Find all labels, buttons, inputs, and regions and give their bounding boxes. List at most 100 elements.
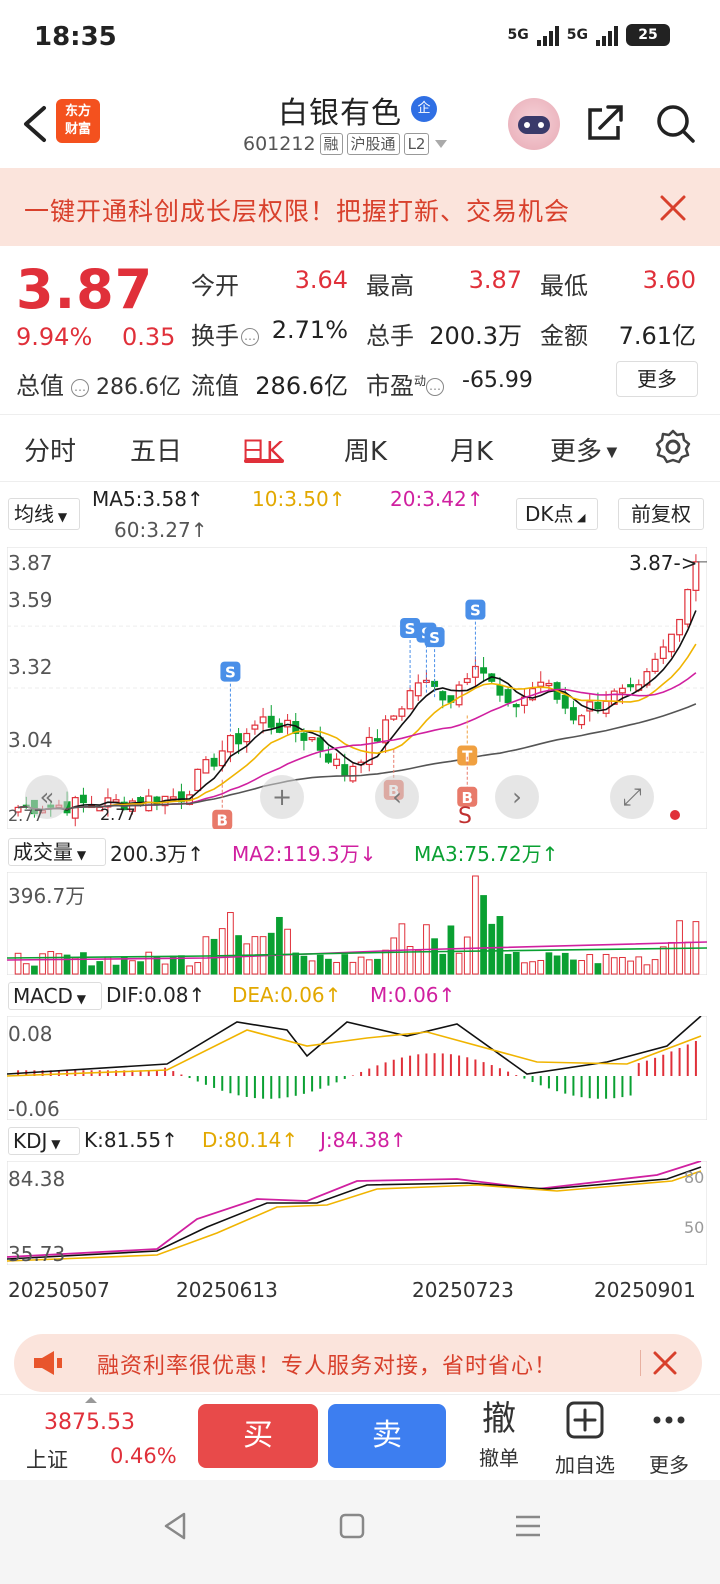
info-icon[interactable]: … (426, 378, 445, 396)
volume-bar (300, 955, 308, 975)
volume-bar (447, 925, 455, 975)
volume-ma3-line (7, 947, 707, 959)
more-quote-button[interactable]: 更多 (616, 361, 698, 397)
turnover-label: 换手… (191, 316, 259, 351)
candle (169, 796, 177, 800)
signal-marker (220, 661, 241, 682)
assistant-avatar[interactable] (508, 98, 560, 150)
close-icon[interactable] (652, 1350, 678, 1376)
stock-code: 601212 (243, 133, 316, 155)
volume-y-label: 396.7万 (8, 884, 86, 908)
volume-bar (55, 953, 63, 975)
volume-value: 200.3万 (429, 322, 522, 350)
indicator-select-ma[interactable]: 均线 ▼ (8, 498, 80, 530)
volume-bar (635, 956, 643, 975)
macd-y-bottom: -0.06 (8, 1097, 60, 1121)
volume-bar (480, 895, 487, 975)
share-icon[interactable] (584, 102, 626, 144)
app-logo[interactable]: 东方 财富 (56, 99, 100, 143)
chart-control-button (375, 775, 419, 819)
candle (406, 690, 414, 710)
nav-back-icon[interactable] (160, 1510, 192, 1542)
indicator-select-macd[interactable]: MACD ▼ (8, 982, 102, 1010)
signal-marker-label: S (225, 664, 236, 682)
back-arrow-icon[interactable] (18, 104, 52, 144)
high-label: 最高 (366, 272, 414, 300)
margin-ad-banner[interactable] (14, 1334, 702, 1392)
promo-banner[interactable] (0, 168, 720, 246)
tab-more[interactable]: 更多 ▼ (550, 437, 618, 467)
tab-intraday[interactable]: 分时 (24, 437, 77, 467)
signal-bars-icon-2 (596, 24, 618, 46)
volume-bar (619, 956, 626, 975)
volume-bar (512, 951, 520, 975)
tab-underline (244, 459, 284, 463)
ad-text[interactable]: 融资利率很优惠！专人服务对接，省时省心！ (97, 1354, 558, 1379)
macd-chart[interactable] (7, 1016, 707, 1120)
amount-value: 7.61亿 (618, 322, 696, 350)
nav-home-icon[interactable] (336, 1510, 368, 1542)
volume-bar (210, 938, 218, 975)
tab-weekly-k[interactable]: 周K (344, 437, 388, 467)
indicator-select-volume[interactable]: 成交量 ▼ (8, 838, 106, 866)
tab-five-day[interactable]: 五日 (130, 437, 183, 467)
kdj-k-line (7, 1166, 702, 1260)
indicator-select-kdj[interactable]: KDJ ▼ (8, 1127, 80, 1155)
chart-control-glyph: ‹ (392, 783, 402, 811)
cancel-order-button[interactable]: 撤 撤单 (470, 1398, 528, 1471)
macd-m: M:0.06↑ (370, 983, 456, 1007)
float-cap-value: 286.6亿 (255, 372, 348, 400)
volume-bar (31, 965, 38, 975)
volume-bar (406, 946, 414, 975)
volume-chart[interactable] (7, 872, 707, 975)
info-icon[interactable]: … (71, 379, 89, 397)
ma10-value: 10:3.50↑ (252, 487, 346, 511)
candle (618, 687, 626, 694)
low-label: 最低 (540, 272, 588, 300)
close-icon[interactable] (658, 193, 688, 223)
search-icon[interactable] (654, 102, 696, 144)
gear-icon[interactable] (654, 428, 692, 466)
ma60-line (18, 703, 697, 811)
kline-chart[interactable]: SSSSSBBTB«+‹›⤢S (7, 547, 707, 829)
buy-button[interactable]: 买 (198, 1404, 318, 1468)
kdj-j-line (7, 1161, 702, 1258)
status-icons: 5G 5G 25 (508, 24, 670, 46)
candle (659, 646, 667, 659)
volume-bar (308, 960, 316, 975)
candle (177, 791, 185, 803)
index-value[interactable]: 3875.53 (44, 1410, 135, 1435)
chart-control-glyph: › (512, 783, 522, 811)
ma20-value: 20:3.42↑ (390, 487, 484, 511)
add-watchlist-button[interactable]: 加自选 (548, 1400, 622, 1478)
stock-code-row[interactable]: 601212 融 沪股通 L2 (243, 133, 449, 155)
candle (504, 689, 512, 704)
promo-text[interactable]: 一键开通科创成长层权限！把握打新、交易机会 (24, 197, 571, 226)
tag-margin: 融 (319, 133, 343, 155)
adjust-select[interactable]: 前复权 (618, 498, 704, 530)
volume-bar (455, 952, 463, 975)
dk-point-button[interactable]: DK点 ◢ (516, 498, 598, 530)
volume-bar (676, 920, 683, 975)
kdj-y-bottom: 35.73 (8, 1242, 66, 1266)
index-name[interactable]: 上证 (26, 1448, 68, 1472)
signal-5g-label: 5G (507, 27, 529, 43)
volume-bar (186, 965, 193, 975)
status-bar: 18:35 5G 5G 25 (0, 0, 720, 80)
volume-bar (365, 959, 373, 975)
more-menu-button[interactable]: 更多 (640, 1400, 698, 1478)
nav-menu-icon[interactable] (512, 1510, 544, 1542)
volume-bar (463, 936, 471, 975)
info-icon[interactable]: … (241, 328, 259, 346)
volume-bar (137, 961, 144, 975)
volume-bar (472, 875, 479, 975)
candle (545, 682, 553, 687)
candle (496, 684, 504, 696)
index-percent[interactable]: 0.46% (110, 1444, 177, 1468)
tab-monthly-k[interactable]: 月K (450, 437, 494, 467)
signal-marker-label: B (462, 789, 473, 807)
sell-button[interactable]: 卖 (328, 1404, 446, 1468)
volume-bar (112, 964, 120, 975)
chevron-up-icon[interactable] (84, 1396, 98, 1404)
kdj-chart[interactable] (7, 1161, 707, 1265)
